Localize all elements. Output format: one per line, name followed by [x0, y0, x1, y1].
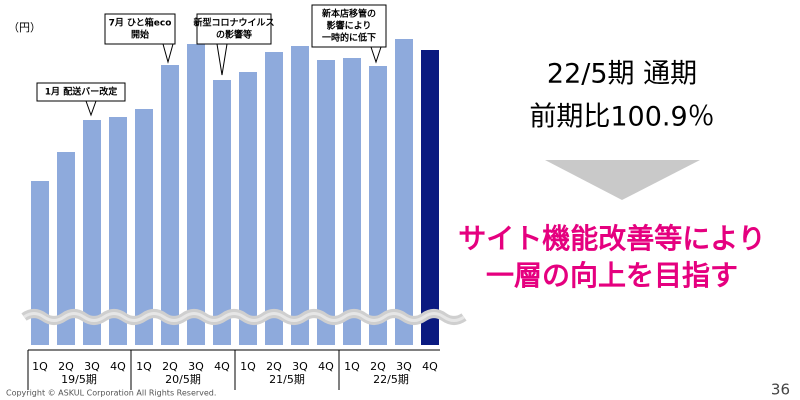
- callout-box: [104, 13, 176, 45]
- bar: [57, 152, 75, 345]
- callout-text: 1月 配送バー改定: [45, 86, 118, 98]
- x-tick-label: 3Q: [292, 360, 308, 373]
- x-tick-label: 2Q: [58, 360, 74, 373]
- page-number: 36: [771, 381, 790, 399]
- bar: [317, 60, 335, 345]
- callout-pointer: [85, 100, 97, 117]
- x-tick-label: 1Q: [344, 360, 360, 373]
- x-tick-label: 3Q: [188, 360, 204, 373]
- x-tick-label: 1Q: [32, 360, 48, 373]
- x-tick-label: 2Q: [266, 360, 282, 373]
- message-line: サイト機能改善等により: [458, 222, 765, 255]
- callout-text: の影響等: [216, 29, 252, 41]
- x-tick-label: 3Q: [84, 360, 100, 373]
- axis-break-edge: [23, 312, 465, 322]
- bar: [395, 39, 413, 345]
- callout-text: 新本店移管の: [322, 8, 376, 20]
- y-axis-label: （円）: [8, 21, 41, 34]
- callout-text: 7月 ひと箱eco: [109, 17, 172, 29]
- bar: [31, 181, 49, 345]
- summary-line: 22/5期 通期: [547, 59, 697, 90]
- bar: [369, 66, 387, 345]
- bar: [135, 109, 153, 345]
- x-tick-label: 3Q: [396, 360, 412, 373]
- callout-text: 開始: [131, 29, 149, 41]
- group-label: 20/5期: [165, 373, 201, 386]
- bar: [421, 50, 439, 345]
- callout-pointer: [370, 46, 382, 64]
- arrow: [545, 160, 700, 200]
- x-tick-label: 4Q: [318, 360, 334, 373]
- bar: [343, 58, 361, 345]
- callout-box: [311, 4, 387, 48]
- bar: [239, 72, 257, 345]
- bar: [291, 46, 309, 345]
- callout-text: 一時的に低下: [322, 32, 376, 44]
- message-line: 一層の向上を目指す: [486, 259, 738, 292]
- group-label: 21/5期: [269, 373, 305, 386]
- callout-pointer: [216, 43, 228, 76]
- x-tick-label: 1Q: [136, 360, 152, 373]
- bar: [213, 80, 231, 345]
- group-label: 19/5期: [61, 373, 97, 386]
- bar: [265, 52, 283, 345]
- bar: [161, 65, 179, 345]
- bar: [83, 120, 101, 345]
- callout-pointer: [162, 43, 174, 64]
- copyright: Copyright © ASKUL Corporation All Rights…: [6, 389, 216, 398]
- callout-box: [196, 13, 272, 45]
- bar: [187, 44, 205, 345]
- callout-text: 影響により: [327, 20, 372, 32]
- x-tick-label: 4Q: [214, 360, 230, 373]
- group-label: 22/5期: [373, 373, 409, 386]
- x-tick-label: 4Q: [422, 360, 438, 373]
- callout-text: 新型コロナウイルス: [193, 17, 274, 29]
- x-tick-label: 2Q: [370, 360, 386, 373]
- summary-line: 前期比100.9％: [529, 102, 714, 133]
- x-tick-label: 2Q: [162, 360, 178, 373]
- bar: [109, 117, 127, 345]
- x-tick-label: 4Q: [110, 360, 126, 373]
- x-tick-label: 1Q: [240, 360, 256, 373]
- callout-box: [36, 82, 126, 102]
